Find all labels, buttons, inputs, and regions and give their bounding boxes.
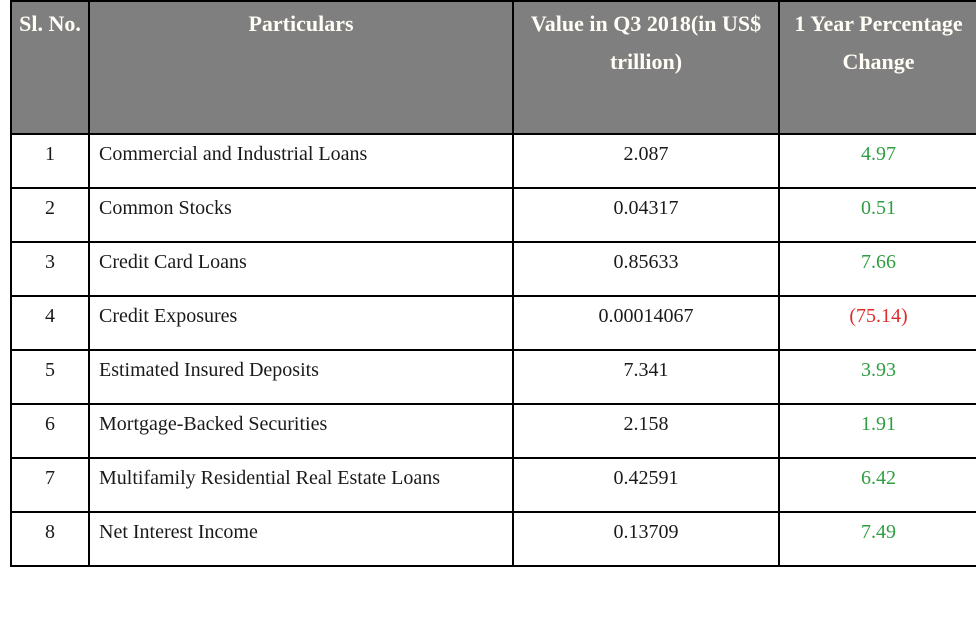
value-cell: 0.42591 (512, 457, 780, 513)
table-row: 1 Commercial and Industrial Loans 2.087 … (10, 133, 976, 189)
change-cell: 7.49 (778, 511, 976, 567)
change-cell: 6.42 (778, 457, 976, 513)
sl-no-cell: 8 (10, 511, 90, 567)
particulars-cell: Mortgage-Backed Securities (88, 403, 514, 459)
table-body: 1 Commercial and Industrial Loans 2.087 … (10, 133, 976, 567)
header-sl-no: Sl. No. (10, 0, 90, 135)
financial-data-table: Sl. No. Particulars Value in Q3 2018(in … (10, 0, 976, 567)
table-row: 7 Multifamily Residential Real Estate Lo… (10, 457, 976, 513)
table-row: 5 Estimated Insured Deposits 7.341 3.93 (10, 349, 976, 405)
change-cell: 1.91 (778, 403, 976, 459)
sl-no-cell: 2 (10, 187, 90, 243)
change-cell: 4.97 (778, 133, 976, 189)
sl-no-cell: 3 (10, 241, 90, 297)
table-header: Sl. No. Particulars Value in Q3 2018(in … (10, 0, 976, 135)
change-cell: 3.93 (778, 349, 976, 405)
particulars-cell: Credit Exposures (88, 295, 514, 351)
particulars-cell: Net Interest Income (88, 511, 514, 567)
value-cell: 0.00014067 (512, 295, 780, 351)
particulars-cell: Commercial and Industrial Loans (88, 133, 514, 189)
value-cell: 2.087 (512, 133, 780, 189)
change-cell: (75.14) (778, 295, 976, 351)
particulars-cell: Credit Card Loans (88, 241, 514, 297)
value-cell: 7.341 (512, 349, 780, 405)
sl-no-cell: 5 (10, 349, 90, 405)
value-cell: 0.13709 (512, 511, 780, 567)
table-row: 3 Credit Card Loans 0.85633 7.66 (10, 241, 976, 297)
header-value-q3-2018: Value in Q3 2018(in US$ trillion) (512, 0, 780, 135)
sl-no-cell: 1 (10, 133, 90, 189)
value-cell: 0.04317 (512, 187, 780, 243)
header-row: Sl. No. Particulars Value in Q3 2018(in … (10, 0, 976, 135)
table-row: 2 Common Stocks 0.04317 0.51 (10, 187, 976, 243)
change-cell: 0.51 (778, 187, 976, 243)
financial-data-table-container: Sl. No. Particulars Value in Q3 2018(in … (10, 0, 976, 567)
value-cell: 0.85633 (512, 241, 780, 297)
sl-no-cell: 4 (10, 295, 90, 351)
particulars-cell: Estimated Insured Deposits (88, 349, 514, 405)
sl-no-cell: 6 (10, 403, 90, 459)
table-row: 6 Mortgage-Backed Securities 2.158 1.91 (10, 403, 976, 459)
header-particulars: Particulars (88, 0, 514, 135)
table-row: 8 Net Interest Income 0.13709 7.49 (10, 511, 976, 567)
particulars-cell: Common Stocks (88, 187, 514, 243)
header-1-year-percentage-change: 1 Year Percentage Change (778, 0, 976, 135)
table-row: 4 Credit Exposures 0.00014067 (75.14) (10, 295, 976, 351)
sl-no-cell: 7 (10, 457, 90, 513)
change-cell: 7.66 (778, 241, 976, 297)
particulars-cell: Multifamily Residential Real Estate Loan… (88, 457, 514, 513)
value-cell: 2.158 (512, 403, 780, 459)
